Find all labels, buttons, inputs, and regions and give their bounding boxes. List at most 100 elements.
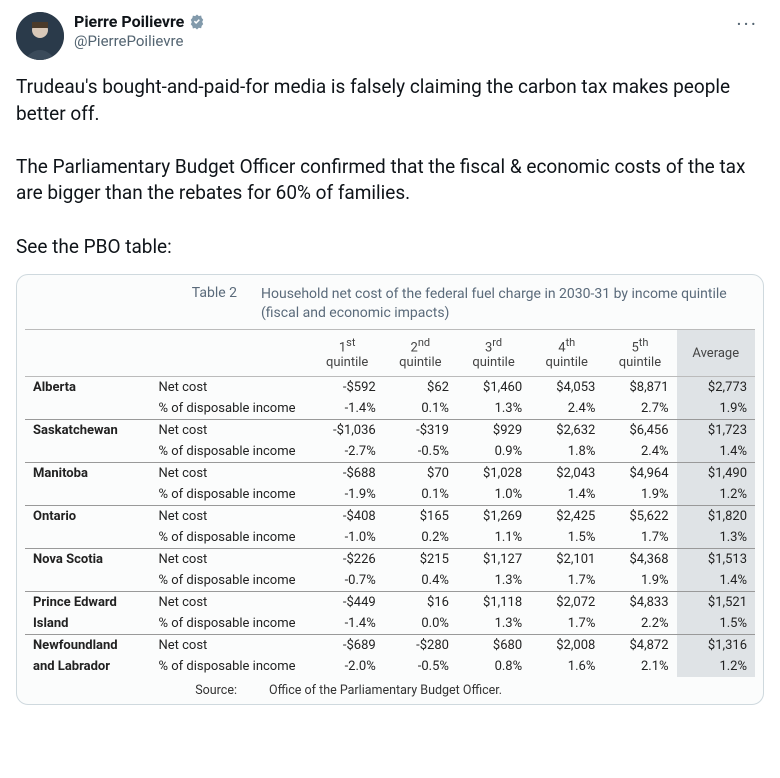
cell: $16 — [384, 592, 457, 614]
cell: $4,964 — [603, 463, 676, 485]
cell: 1.6% — [530, 656, 603, 677]
cell: $4,872 — [603, 635, 676, 657]
cell: 1.3% — [457, 398, 530, 420]
metric-label: % of disposable income — [150, 441, 310, 463]
cell: $1,316 — [677, 635, 755, 657]
cell: $2,632 — [530, 420, 603, 442]
source-label: Source: — [29, 683, 249, 698]
cell: 1.0% — [457, 484, 530, 506]
province-name: Alberta — [25, 377, 150, 399]
source-text: Office of the Parliamentary Budget Offic… — [269, 683, 502, 698]
metric-label: Net cost — [150, 420, 310, 442]
cell: 2.7% — [603, 398, 676, 420]
metric-label: % of disposable income — [150, 527, 310, 549]
avatar[interactable] — [16, 12, 64, 60]
province-name-2 — [25, 570, 150, 592]
col-q4: 4thquintile — [530, 329, 603, 376]
cell: $2,425 — [530, 506, 603, 528]
metric-label: % of disposable income — [150, 570, 310, 592]
table-row: % of disposable income-0.7%0.4%1.3%1.7%1… — [25, 570, 755, 592]
cell: -$1,036 — [311, 420, 384, 442]
cell: $1,820 — [677, 506, 755, 528]
cell: 1.3% — [457, 570, 530, 592]
table-row: Nova ScotiaNet cost-$226$215$1,127$2,101… — [25, 549, 755, 571]
col-q2: 2ndquintile — [384, 329, 457, 376]
table-row: % of disposable income-2.7%-0.5%0.9%1.8%… — [25, 441, 755, 463]
cell: 2.4% — [530, 398, 603, 420]
province-name: Manitoba — [25, 463, 150, 485]
tweet-text: Trudeau's bought-and-paid-for media is f… — [16, 74, 764, 260]
cell: -$319 — [384, 420, 457, 442]
province-name-2 — [25, 484, 150, 506]
cell: $5,622 — [603, 506, 676, 528]
table-row: Island% of disposable income-1.4%0.0%1.3… — [25, 613, 755, 635]
cell: $2,101 — [530, 549, 603, 571]
display-name[interactable]: Pierre Poilievre — [74, 12, 184, 32]
table-row: and Labrador% of disposable income-2.0%-… — [25, 656, 755, 677]
cell: $1,513 — [677, 549, 755, 571]
cell: 1.5% — [677, 613, 755, 635]
cell: -$592 — [311, 377, 384, 399]
metric-label: % of disposable income — [150, 398, 310, 420]
cell: -$689 — [311, 635, 384, 657]
province-name: Newfoundland — [25, 635, 150, 657]
cell: 1.1% — [457, 527, 530, 549]
handle[interactable]: @PierrePoilievre — [74, 32, 720, 51]
cell: $1,118 — [457, 592, 530, 614]
verified-badge-icon — [188, 13, 206, 31]
cell: $1,490 — [677, 463, 755, 485]
province-name-2: and Labrador — [25, 656, 150, 677]
province-name-2 — [25, 527, 150, 549]
cell: 1.2% — [677, 484, 755, 506]
cell: $165 — [384, 506, 457, 528]
table-row: ManitobaNet cost-$688$70$1,028$2,043$4,9… — [25, 463, 755, 485]
province-name: Saskatchewan — [25, 420, 150, 442]
cell: -1.9% — [311, 484, 384, 506]
cell: $2,773 — [677, 377, 755, 399]
cell: $1,127 — [457, 549, 530, 571]
table-row: AlbertaNet cost-$592$62$1,460$4,053$8,87… — [25, 377, 755, 399]
cell: $4,833 — [603, 592, 676, 614]
cell: 1.9% — [603, 484, 676, 506]
table-header-row: 1stquintile 2ndquintile 3rdquintile 4thq… — [25, 329, 755, 376]
cell: -$688 — [311, 463, 384, 485]
table-row: % of disposable income-1.4%0.1%1.3%2.4%2… — [25, 398, 755, 420]
table-label: Table 2 — [29, 285, 249, 323]
cell: 1.4% — [530, 484, 603, 506]
more-button[interactable]: ··· — [730, 12, 764, 36]
cell: $8,871 — [603, 377, 676, 399]
cell: -1.4% — [311, 613, 384, 635]
table-title: Household net cost of the federal fuel c… — [261, 285, 751, 323]
cell: 1.4% — [677, 441, 755, 463]
col-q5: 5thquintile — [603, 329, 676, 376]
province-name: Ontario — [25, 506, 150, 528]
cell: 1.3% — [457, 613, 530, 635]
cell: $1,460 — [457, 377, 530, 399]
cell: -0.7% — [311, 570, 384, 592]
pbo-table: 1stquintile 2ndquintile 3rdquintile 4thq… — [25, 329, 755, 677]
embedded-table-image: Table 2 Household net cost of the federa… — [16, 274, 764, 705]
cell: $2,072 — [530, 592, 603, 614]
cell: 1.7% — [603, 527, 676, 549]
cell: $62 — [384, 377, 457, 399]
cell: 1.7% — [530, 570, 603, 592]
cell: 0.1% — [384, 484, 457, 506]
metric-label: Net cost — [150, 377, 310, 399]
cell: 1.9% — [603, 570, 676, 592]
cell: 1.4% — [677, 570, 755, 592]
cell: 1.8% — [530, 441, 603, 463]
cell: -0.5% — [384, 656, 457, 677]
col-q3: 3rdquintile — [457, 329, 530, 376]
cell: -1.4% — [311, 398, 384, 420]
cell: -2.0% — [311, 656, 384, 677]
metric-label: % of disposable income — [150, 656, 310, 677]
cell: -$449 — [311, 592, 384, 614]
author-block: Pierre Poilievre @PierrePoilievre — [74, 12, 720, 51]
metric-label: Net cost — [150, 549, 310, 571]
cell: 0.9% — [457, 441, 530, 463]
col-average: Average — [677, 329, 755, 376]
metric-label: Net cost — [150, 592, 310, 614]
metric-label: % of disposable income — [150, 613, 310, 635]
cell: 1.3% — [677, 527, 755, 549]
cell: $1,521 — [677, 592, 755, 614]
